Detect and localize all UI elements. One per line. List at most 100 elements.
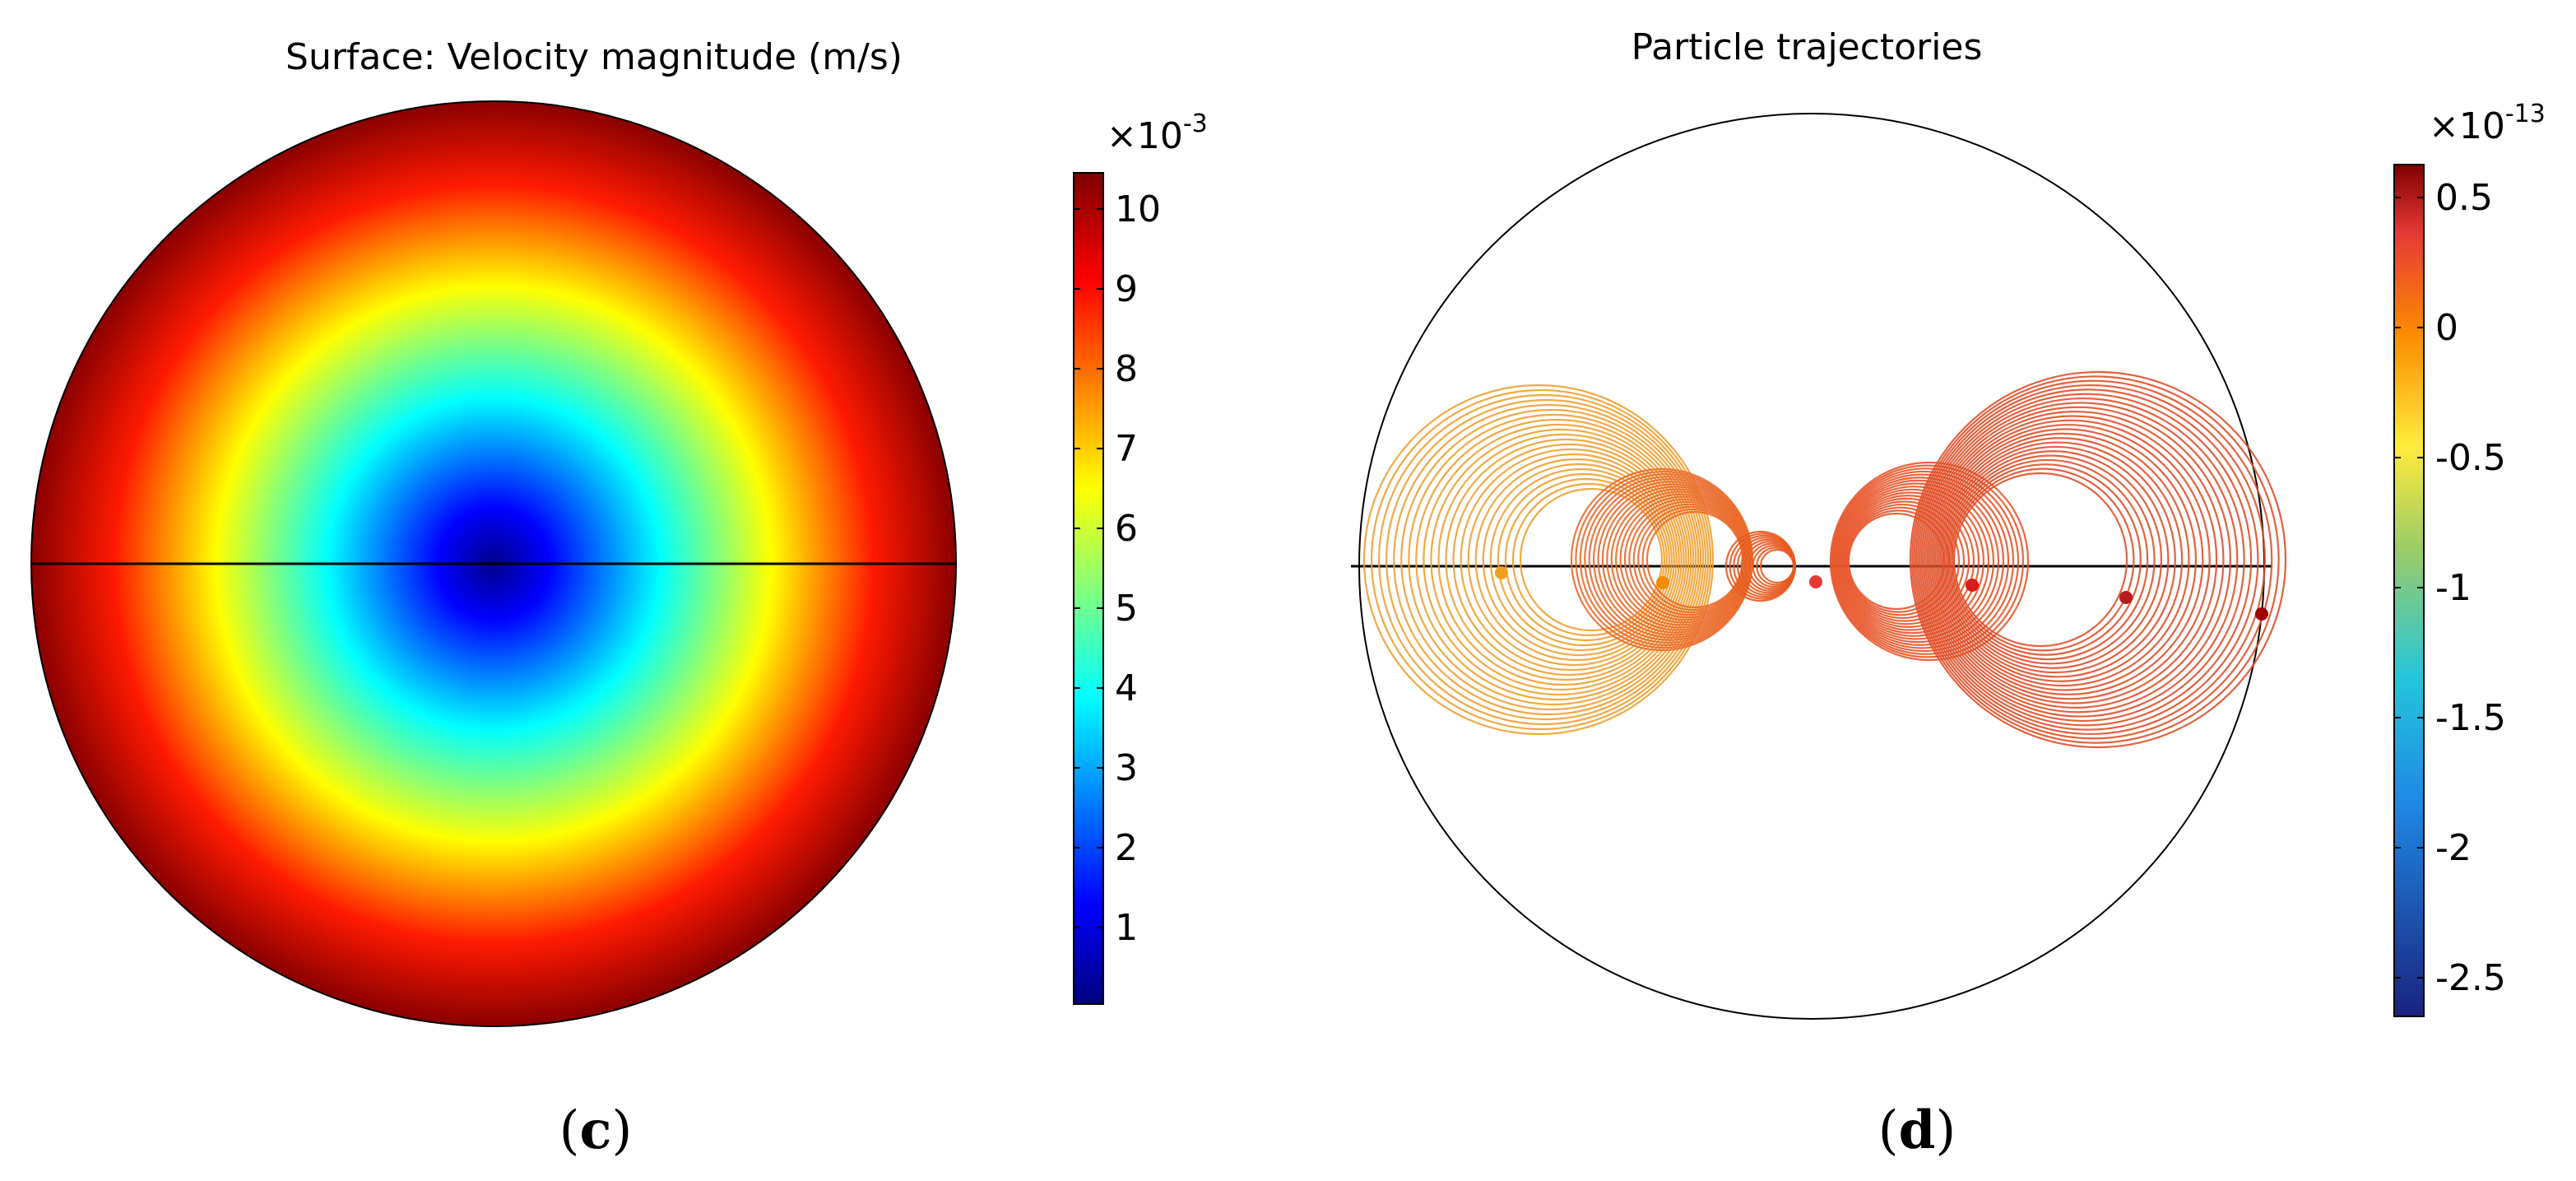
particle-marker <box>1809 575 1822 588</box>
panel-d-caption: (d) <box>1878 1100 1956 1161</box>
trajectory-loop <box>1923 402 2239 718</box>
colorbar-c-tick-label: 6 <box>1115 508 1138 550</box>
trajectory-loop <box>1474 458 1678 662</box>
colorbar-c-tick-label: 5 <box>1115 588 1138 630</box>
trajectory-loop <box>1370 388 1712 731</box>
colorbar-d-tick-label: -1 <box>2435 567 2472 609</box>
trajectory-loop <box>1511 482 1666 637</box>
colorbar-c-ticks: 10 9 8 7 6 5 4 3 2 1 <box>1074 188 1161 949</box>
trajectory-loop <box>1724 530 1797 602</box>
colorbar-d <box>2393 164 2425 1017</box>
trajectory-loop <box>1930 419 2211 700</box>
trajectory-loop <box>1915 384 2266 736</box>
trajectory-loop <box>1933 428 2198 691</box>
colorbar-c-tick-label: 3 <box>1115 747 1138 789</box>
trajectory-loop <box>1936 432 2190 687</box>
colorbar-d-multiplier: ×10-13 <box>2429 100 2546 147</box>
panel-d-title: Particle trajectories <box>1631 26 1983 68</box>
trajectory-loop <box>1385 398 1707 721</box>
trajectory-loop <box>1841 495 1975 628</box>
trajectory-loop <box>1504 477 1669 642</box>
trajectory-loop <box>1951 467 2135 652</box>
panel-c-title: Surface: Velocity magnitude (m/s) <box>285 36 903 78</box>
colorbar-c-tick-label: 4 <box>1115 667 1138 709</box>
trajectory-loop <box>1926 411 2225 709</box>
particle-marker <box>1656 576 1669 589</box>
trajectory-loop <box>1467 453 1680 667</box>
colorbar-d-tick-label: -2 <box>2435 827 2472 869</box>
trajectory-loop <box>1415 418 1697 701</box>
trajectory-loop <box>1939 441 2176 678</box>
trajectory-loop <box>1836 482 1995 640</box>
trajectory-loop <box>1570 467 1754 652</box>
trajectory-loop <box>1834 473 2010 649</box>
colorbar-c-tick-label: 8 <box>1115 348 1138 390</box>
colorbar-c <box>1073 172 1104 1005</box>
trajectory-loop <box>1832 470 2015 653</box>
trajectory-loop <box>1843 500 1966 622</box>
trajectory-loop <box>1519 487 1664 632</box>
panel-d: Particle trajectories ×10-13 0.5 0 -0.5 -1 -… <box>1351 26 2546 1161</box>
trajectory-loop <box>1938 437 2184 682</box>
colorbar-c-multiplier: ×10-3 <box>1107 109 1208 157</box>
trajectory-loop <box>1943 450 2163 669</box>
trajectory-loop <box>1909 370 2287 749</box>
trajectory-loop <box>1952 472 2128 648</box>
trajectory-loop <box>1393 403 1705 716</box>
trajectory-loop <box>1482 463 1675 657</box>
trajectory-loop <box>1437 433 1690 686</box>
colorbar-c-tick-label: 1 <box>1115 907 1138 949</box>
trajectory-loop <box>1911 375 2280 744</box>
trajectory-loop <box>1362 384 1715 736</box>
trajectory-loop <box>1836 479 2000 644</box>
colorbar-d-tick-label: -0.5 <box>2435 437 2506 479</box>
trajectory-loop <box>1928 415 2218 704</box>
trajectory-loop <box>1835 477 2005 646</box>
trajectory-loop <box>1460 448 1683 672</box>
colorbar-c-tick-label: 9 <box>1115 268 1138 310</box>
trajectory-loop <box>1920 397 2245 723</box>
colorbar-c-tick-label: 2 <box>1115 827 1138 869</box>
trajectory-loop <box>1497 472 1670 647</box>
colorbar-d-tick-label: -1.5 <box>2435 697 2506 739</box>
trajectory-loop <box>1829 461 2030 662</box>
trajectory-loop <box>1924 406 2231 714</box>
trajectory-loop <box>1831 464 2025 658</box>
trajectory-loop <box>1408 413 1700 706</box>
panel-c: Surface: Velocity magnitude (m/s) ×10-3 … <box>30 36 1208 1161</box>
trajectory-loop <box>1840 491 1980 631</box>
colorbar-d-ticks: 0.5 0 -0.5 -1 -1.5 -2 -2.5 <box>2394 177 2506 999</box>
colorbar-d-tick-label: 0.5 <box>2435 177 2493 219</box>
particle-marker <box>1966 579 1979 592</box>
colorbar-c-tick-label: 10 <box>1115 188 1161 230</box>
trajectory-loop <box>1452 443 1685 677</box>
trajectory-loop <box>1377 393 1710 726</box>
particle-marker <box>2255 607 2268 621</box>
colorbar-c-tick-label: 7 <box>1115 428 1138 470</box>
trajectory-loop <box>1917 388 2259 731</box>
panel-c-caption: (c) <box>559 1100 633 1161</box>
trajectory-loop <box>1400 408 1702 711</box>
trajectory-loop <box>1919 393 2253 727</box>
colorbar-d-tick-label: -2.5 <box>2435 957 2506 999</box>
trajectory-loop <box>1831 467 2020 655</box>
particle-marker <box>1495 566 1508 579</box>
particle-marker <box>2119 591 2133 604</box>
trajectory-loop <box>1932 424 2204 695</box>
trajectory-loop <box>1489 467 1673 652</box>
trajectory-loop <box>1839 488 1985 635</box>
trajectory-loop <box>1942 445 2170 674</box>
trajectory-loop <box>1423 423 1695 696</box>
trajectory-loop <box>1845 503 1961 620</box>
trajectory-loop <box>1945 454 2156 665</box>
trajectory-loop <box>1838 486 1990 637</box>
trajectory-loop <box>1947 458 2149 661</box>
trajectory-loop <box>1445 438 1687 681</box>
trajectory-loop <box>1842 497 1970 625</box>
trajectory-loop <box>1913 379 2273 740</box>
trajectories <box>1362 370 2287 749</box>
trajectory-loop <box>1430 428 1692 691</box>
trajectory-loop <box>1949 463 2142 656</box>
colorbar-d-tick-label: 0 <box>2435 307 2458 349</box>
